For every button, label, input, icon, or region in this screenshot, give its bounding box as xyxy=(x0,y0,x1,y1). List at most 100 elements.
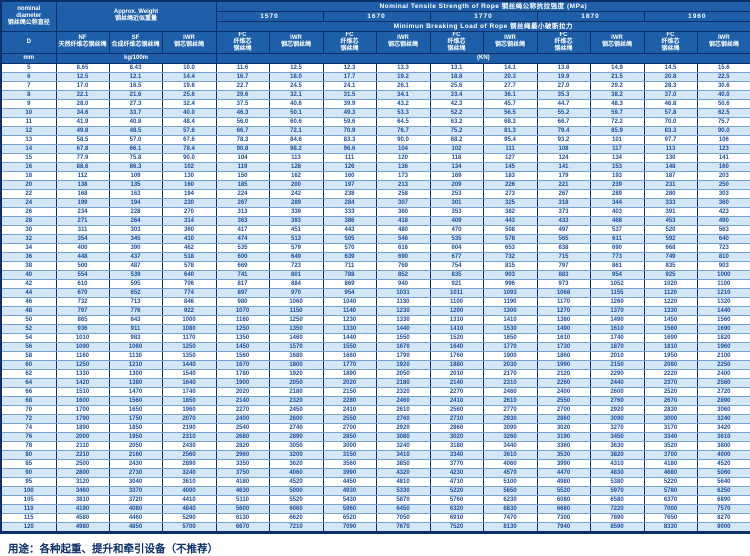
fc-core-label: 钢丝绳 xyxy=(324,46,376,53)
value-cell: 2670 xyxy=(644,396,697,405)
value-cell: 3340 xyxy=(644,432,697,441)
value-cell: 134 xyxy=(590,153,644,162)
value-cell: 3150 xyxy=(323,450,376,459)
value-cell: 104 xyxy=(216,153,269,162)
value-cell: 616 xyxy=(376,243,430,252)
value-cell: 353 xyxy=(430,207,483,216)
value-cell: 1860 xyxy=(537,351,590,360)
value-cell: 38.2 xyxy=(590,90,644,99)
value-cell: 382 xyxy=(483,207,537,216)
value-cell: 19.2 xyxy=(376,72,430,81)
value-cell: 1450 xyxy=(216,342,269,351)
value-cell: 1490 xyxy=(537,324,590,333)
value-cell: 270 xyxy=(162,207,216,216)
value-cell: 2600 xyxy=(269,414,323,423)
value-cell: 773 xyxy=(590,252,644,261)
value-cell: 1420 xyxy=(56,378,109,387)
value-cell: 18.8 xyxy=(430,72,483,81)
value-cell: 3850 xyxy=(376,459,430,468)
grade-header-1570: 1570 xyxy=(216,11,323,21)
value-cell: 448 xyxy=(56,252,109,261)
value-cell: 13.8 xyxy=(537,63,590,72)
value-cell: 226 xyxy=(483,180,537,189)
diameter-cell: 110 xyxy=(1,504,56,513)
value-cell: 48.4 xyxy=(162,117,216,126)
value-cell: 936 xyxy=(56,324,109,333)
value-cell: 2710 xyxy=(430,414,483,423)
value-cell: 1330 xyxy=(56,369,109,378)
value-cell: 3820 xyxy=(590,450,644,459)
value-cell: 62.5 xyxy=(697,108,750,117)
value-cell: 98.2 xyxy=(269,144,323,153)
diameter-cell: 90 xyxy=(1,468,56,477)
fc-core-label: 纤维芯 xyxy=(324,39,376,46)
value-cell: 66.7 xyxy=(216,126,269,135)
value-cell: 130 xyxy=(162,171,216,180)
value-cell: 1730 xyxy=(537,342,590,351)
value-cell: 973 xyxy=(537,279,590,288)
value-cell: 817 xyxy=(216,279,269,288)
value-cell: 117 xyxy=(590,144,644,153)
value-cell: 732 xyxy=(56,297,109,306)
value-cell: 199 xyxy=(56,198,109,207)
value-cell: 13.1 xyxy=(430,63,483,72)
value-cell: 3770 xyxy=(430,459,483,468)
value-cell: 10.0 xyxy=(162,63,216,72)
value-cell: 6910 xyxy=(430,513,483,522)
value-cell: 1040 xyxy=(323,297,376,306)
value-cell: 360 xyxy=(162,225,216,234)
value-cell: 835 xyxy=(430,270,483,279)
value-cell: 2460 xyxy=(483,387,537,396)
value-cell: 2680 xyxy=(216,432,269,441)
value-cell: 4810 xyxy=(376,477,430,486)
iwr-core-label: 钢芯钢丝绳 xyxy=(484,42,537,49)
grade-header-1960: 1960 xyxy=(644,11,750,21)
value-cell: 835 xyxy=(644,261,697,270)
diameter-cell: 50 xyxy=(1,315,56,324)
value-cell: 160 xyxy=(162,180,216,189)
value-cell: 2410 xyxy=(323,405,376,414)
value-cell: 453 xyxy=(644,216,697,225)
value-cell: 2070 xyxy=(162,414,216,423)
fc-core-label: 钢丝绳 xyxy=(538,46,590,53)
value-cell: 3610 xyxy=(162,477,216,486)
value-cell: 954 xyxy=(323,288,376,297)
value-cell: 90.0 xyxy=(162,153,216,162)
value-cell: 2560 xyxy=(697,378,750,387)
value-cell: 1070 xyxy=(216,306,269,315)
value-cell: 474 xyxy=(216,234,269,243)
value-cell: 78.4 xyxy=(162,144,216,153)
value-cell: 301 xyxy=(430,198,483,207)
value-cell: 313 xyxy=(216,207,269,216)
value-cell: 130 xyxy=(644,153,697,162)
value-cell: 2010 xyxy=(430,369,483,378)
value-cell: 1260 xyxy=(590,297,644,306)
value-cell: 2520 xyxy=(644,387,697,396)
value-cell: 852 xyxy=(376,270,430,279)
value-cell: 4410 xyxy=(162,495,216,504)
value-cell: 5520 xyxy=(537,486,590,495)
value-cell: 4630 xyxy=(216,486,269,495)
value-cell: 715 xyxy=(537,252,590,261)
value-cell: 1130 xyxy=(109,351,162,360)
diameter-cell: 100 xyxy=(1,486,56,495)
value-cell: 3990 xyxy=(323,468,376,477)
value-cell: 1440 xyxy=(162,360,216,369)
value-cell: 3450 xyxy=(590,432,644,441)
value-cell: 1790 xyxy=(376,351,430,360)
value-cell: 1770 xyxy=(323,360,376,369)
value-cell: 12.5 xyxy=(56,72,109,81)
value-cell: 26.1 xyxy=(376,81,430,90)
value-cell: 537 xyxy=(590,225,644,234)
value-cell: 423 xyxy=(697,207,750,216)
value-cell: 2410 xyxy=(430,396,483,405)
value-cell: 44.7 xyxy=(537,99,590,108)
value-cell: 723 xyxy=(697,243,750,252)
value-cell: 4980 xyxy=(537,477,590,486)
kg-unit-header: kg/100m xyxy=(56,53,216,63)
value-cell: 3040 xyxy=(109,477,162,486)
value-cell: 1670 xyxy=(216,360,269,369)
